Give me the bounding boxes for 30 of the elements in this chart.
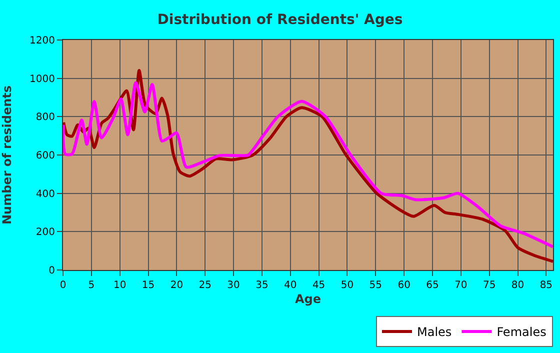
x-tick-label: 85 [540, 280, 553, 291]
x-tick-label: 45 [312, 280, 326, 291]
legend-label: Males [417, 325, 452, 340]
x-tick-label: 15 [142, 280, 155, 291]
x-tick-label: 65 [426, 280, 439, 291]
x-tick-label: 40 [284, 280, 297, 291]
legend-label: Females [496, 325, 546, 340]
x-tick-label: 20 [170, 280, 184, 291]
y-tick-label: 0 [48, 266, 55, 276]
y-tick-label: 200 [36, 227, 55, 238]
x-tick-label: 35 [256, 280, 268, 291]
x-axis-title: Age [294, 292, 322, 306]
x-tick-label: 60 [398, 280, 410, 291]
x-tick-label: 55 [369, 280, 382, 291]
x-tick-label: 5 [88, 280, 95, 291]
y-axis-title: Number of residents [0, 85, 14, 225]
x-tick-label: 75 [482, 280, 496, 291]
x-tick-label: 50 [340, 280, 354, 291]
y-tick-label: 400 [36, 188, 55, 200]
x-tick-label: 80 [511, 280, 524, 291]
chart-title: Distribution of Residents' Ages [157, 12, 403, 28]
x-tick-label: 70 [454, 280, 468, 291]
x-tick-label: 10 [113, 280, 126, 291]
y-tick-label: 600 [36, 150, 55, 162]
x-tick-label: 0 [60, 280, 66, 291]
x-tick-label: 25 [198, 280, 212, 291]
y-tick-label: 800 [36, 112, 55, 124]
y-tick-label: 1000 [30, 74, 55, 85]
x-tick-label: 30 [227, 280, 240, 291]
y-tick-label: 1200 [30, 36, 55, 46]
